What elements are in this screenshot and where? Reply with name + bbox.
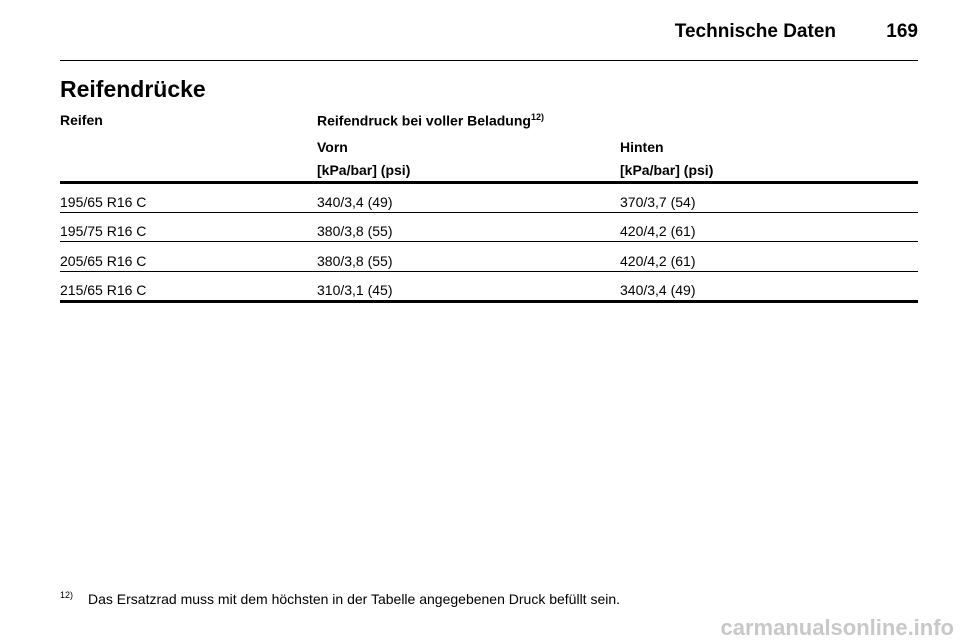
subheader: Hinten bbox=[620, 139, 664, 155]
table-cell: 380/3,8 (55) bbox=[317, 223, 393, 240]
footnote-text: Das Ersatzrad muss mit dem höchsten in d… bbox=[88, 591, 621, 607]
table-cell: 205/65 R16 C bbox=[60, 252, 147, 269]
page-number: 169 bbox=[886, 21, 918, 42]
row-rule bbox=[60, 299, 918, 303]
table-cell: 380/3,8 (55) bbox=[317, 252, 393, 269]
header-title: Technische Daten bbox=[674, 21, 836, 42]
table-cell: 310/3,1 (45) bbox=[317, 281, 393, 298]
footnote-ref: 12) bbox=[530, 112, 544, 122]
table-cell: 340/3,4 (49) bbox=[620, 281, 696, 298]
subheader-unit: [kPa/bar] (psi) bbox=[620, 162, 714, 178]
table-rule bbox=[60, 181, 918, 184]
row-rule bbox=[60, 241, 918, 243]
table-cell: 340/3,4 (49) bbox=[317, 194, 393, 210]
row-rule bbox=[60, 270, 918, 272]
watermark: carmanualsonline.info bbox=[720, 615, 955, 640]
table-cell: 195/75 R16 C bbox=[60, 223, 147, 240]
table-cell: 420/4,2 (61) bbox=[620, 252, 696, 269]
header-rule bbox=[60, 60, 918, 61]
table-cell: 420/4,2 (61) bbox=[620, 223, 696, 240]
column-header: Reifen bbox=[60, 112, 103, 128]
subheader-unit: [kPa/bar] (psi) bbox=[317, 162, 411, 178]
column-header: Reifendruck bei voller Beladung12) bbox=[317, 113, 544, 128]
table-cell: 195/65 R16 C bbox=[60, 194, 147, 210]
table-cell: 215/65 R16 C bbox=[60, 281, 147, 298]
section-title: Reifendrücke bbox=[60, 76, 206, 102]
row-rule bbox=[60, 212, 918, 213]
subheader: Vorn bbox=[317, 139, 348, 155]
footnote-marker: 12) bbox=[60, 590, 74, 600]
table-cell: 370/3,7 (54) bbox=[620, 194, 696, 210]
column-header-text: Reifendruck bei voller Beladung bbox=[317, 112, 531, 129]
